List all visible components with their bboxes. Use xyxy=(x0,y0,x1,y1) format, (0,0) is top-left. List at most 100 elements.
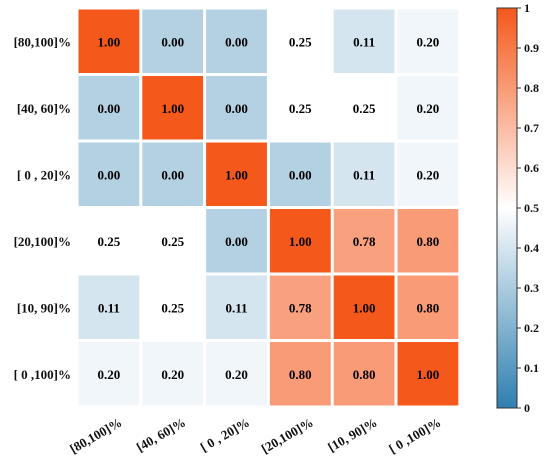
cell-value-label: 1.00 xyxy=(98,34,121,49)
column-tick-label: [40, 60]% xyxy=(134,415,188,455)
cell-value-label: 0.20 xyxy=(161,367,184,382)
cell-value-label: 0.25 xyxy=(98,234,121,249)
colorbar-tick-label: 0.1 xyxy=(524,361,539,375)
cell-value-label: 0.80 xyxy=(353,367,376,382)
heatmap-cell-r2-c0 xyxy=(78,142,140,206)
cell-value-label: 1.00 xyxy=(353,300,376,315)
column-tick-label: [80,100]% xyxy=(67,415,124,457)
colorbar-tick-label: 1 xyxy=(524,1,530,15)
colorbar-tick-label: 0.5 xyxy=(524,201,539,215)
cell-value-label: 0.00 xyxy=(225,101,248,116)
colorbar-tick-label: 0.9 xyxy=(524,41,539,55)
row-tick-label: [20,100]% xyxy=(14,234,71,249)
heatmap-cell-r0-c0 xyxy=(78,9,140,73)
cell-value-label: 1.00 xyxy=(225,167,248,182)
colorbar-tick-label: 0.4 xyxy=(524,241,539,255)
heatmap-cell-r0-c4 xyxy=(333,9,395,73)
heatmap-cell-r0-c5 xyxy=(397,9,459,73)
cell-value-label: 0.78 xyxy=(289,300,312,315)
cell-value-label: 0.78 xyxy=(353,234,376,249)
heatmap-cell-r0-c1 xyxy=(142,9,204,73)
column-tick-label: [ 0 ,100]% xyxy=(386,415,443,457)
heatmap-cell-r5-c3 xyxy=(269,342,331,406)
heatmap-cell-r4-c1 xyxy=(142,275,204,339)
cell-value-label: 0.00 xyxy=(225,34,248,49)
cell-value-label: 0.00 xyxy=(98,101,121,116)
cell-value-label: 1.00 xyxy=(289,234,312,249)
cell-value-label: 0.00 xyxy=(161,34,184,49)
cell-value-label: 0.11 xyxy=(98,300,120,315)
cell-value-label: 0.20 xyxy=(417,34,440,49)
cell-value-label: 0.00 xyxy=(161,167,184,182)
heatmap-cell-r0-c2 xyxy=(206,9,267,73)
heatmap-cell-r5-c2 xyxy=(206,342,267,406)
cell-value-label: 0.25 xyxy=(161,300,184,315)
heatmap-cell-r1-c0 xyxy=(78,76,140,140)
colorbar-tick-label: 0.3 xyxy=(524,281,539,295)
heatmap-cell-r1-c5 xyxy=(397,76,459,140)
cell-value-label: 1.00 xyxy=(417,367,440,382)
cell-value-label: 0.11 xyxy=(225,300,247,315)
cell-value-label: 0.80 xyxy=(417,300,440,315)
colorbar-gradient xyxy=(496,7,518,409)
cell-value-label: 0.20 xyxy=(225,367,248,382)
row-tick-label: [10, 90]% xyxy=(17,300,71,315)
heatmap-cell-r1-c4 xyxy=(333,76,395,140)
heatmap-cell-r4-c2 xyxy=(206,275,267,339)
cell-value-label: 0.25 xyxy=(161,234,184,249)
heatmap-cell-r1-c1 xyxy=(142,76,204,140)
cell-value-label: 0.80 xyxy=(289,367,312,382)
cell-value-label: 1.00 xyxy=(161,101,184,116)
heatmap-cell-r3-c2 xyxy=(206,209,267,273)
heatmap-cell-r2-c4 xyxy=(333,142,395,206)
cell-value-label: 0.25 xyxy=(353,101,376,116)
cell-value-label: 0.00 xyxy=(289,167,312,182)
cell-value-label: 0.00 xyxy=(225,234,248,249)
heatmap-cell-r4-c5 xyxy=(397,275,459,339)
heatmap-cell-r2-c3 xyxy=(269,142,331,206)
heatmap-cell-r3-c3 xyxy=(269,209,331,273)
column-tick-label: [10, 90]% xyxy=(325,415,379,455)
heatmap-cell-r2-c5 xyxy=(397,142,459,206)
cell-value-label: 0.25 xyxy=(289,101,312,116)
cell-value-label: 0.25 xyxy=(289,34,312,49)
heatmap-cell-r5-c4 xyxy=(333,342,395,406)
colorbar-tick-label: 0.8 xyxy=(524,81,539,95)
row-tick-label: [40, 60]% xyxy=(17,101,71,116)
heatmap-cell-r3-c0 xyxy=(78,209,140,273)
cell-value-label: 0.20 xyxy=(417,101,440,116)
heatmap-cell-r3-c1 xyxy=(142,209,204,273)
colorbar-tick-label: 0.6 xyxy=(524,161,539,175)
heatmap-cell-r0-c3 xyxy=(269,9,331,73)
row-labels: [80,100]% [40, 60]% [ 0 , 20]% [20,100]% [10… xyxy=(14,34,71,382)
cell-value-label: 0.11 xyxy=(353,34,375,49)
cell-value-label: 0.00 xyxy=(98,167,121,182)
cell-value-label: 0.80 xyxy=(417,234,440,249)
heatmap-cell-r3-c4 xyxy=(333,209,395,273)
heatmap-cell-r3-c5 xyxy=(397,209,459,273)
row-tick-label: [ 0 ,100]% xyxy=(14,367,71,382)
cell-value-label: 0.11 xyxy=(353,167,375,182)
heatmap-cell-r4-c3 xyxy=(269,275,331,339)
row-tick-label: [ 0 , 20]% xyxy=(17,167,71,182)
heatmap-cell-r2-c1 xyxy=(142,142,204,206)
heatmap-cell-r1-c3 xyxy=(269,76,331,140)
heatmap-cell-r5-c5 xyxy=(397,342,459,406)
cell-value-label: 0.20 xyxy=(98,367,121,382)
column-labels: [80,100]% [40, 60]%[ 0 , 20]% [20,100]% [10… xyxy=(67,415,443,457)
heatmap-cell-r5-c1 xyxy=(142,342,204,406)
colorbar-tick-label: 0.7 xyxy=(524,121,539,135)
column-tick-label: [20,100]% xyxy=(259,415,316,457)
heatmap-cells: 1.00 0.00 0.00 0.25 0.11 0.20 0.00 1.00 0.00 0.25… xyxy=(78,9,459,406)
heatmap-cell-r5-c0 xyxy=(78,342,140,406)
column-tick-label: [ 0 , 20]% xyxy=(198,415,252,455)
colorbar-tick-label: 0 xyxy=(524,401,530,415)
heatmap-cell-r2-c2 xyxy=(206,142,267,206)
heatmap-cell-r4-c4 xyxy=(333,275,395,339)
row-tick-label: [80,100]% xyxy=(14,34,71,49)
colorbar-tick-label: 0.2 xyxy=(524,321,539,335)
heatmap-cell-r1-c2 xyxy=(206,76,267,140)
cell-value-label: 0.20 xyxy=(417,167,440,182)
heatmap-cell-r4-c0 xyxy=(78,275,140,339)
